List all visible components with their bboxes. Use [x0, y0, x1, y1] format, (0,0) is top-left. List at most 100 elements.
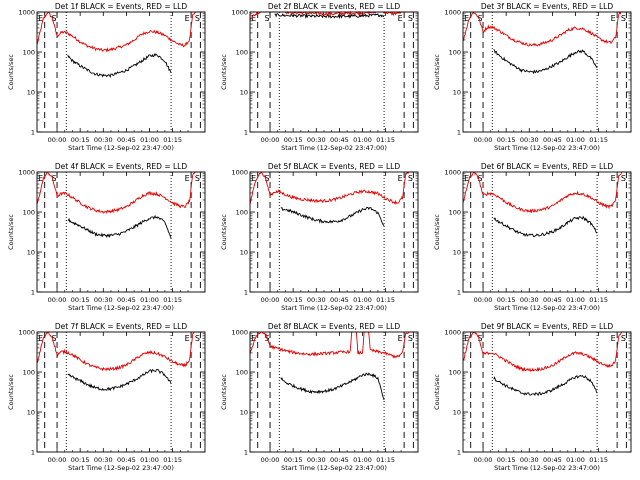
marker-label-s: S	[477, 334, 482, 343]
y-axis-label: Counts/sec	[433, 54, 441, 90]
x-tick-label: 01:00	[566, 456, 585, 464]
y-tick-label: 1	[244, 289, 248, 297]
marker-label-e: E	[251, 334, 256, 343]
chart-panel-5: Det 5f BLACK = Events, RED = LLD Counts/s…	[220, 162, 419, 312]
x-tick-label: 00:00	[261, 136, 280, 144]
series-line-lld	[462, 11, 631, 47]
x-axis-label: Start Time (12-Sep-02 23:47:00)	[68, 464, 174, 472]
y-axis-label: Counts/sec	[433, 214, 441, 250]
chart-title: Det 8f BLACK = Events, RED = LLD	[268, 322, 401, 331]
plot-frame	[462, 331, 632, 453]
marker-label-e: E	[251, 14, 256, 23]
y-tick-label: 100	[236, 49, 248, 57]
y-tick-label: 1	[244, 129, 248, 137]
marker-label-s: S	[477, 174, 482, 183]
y-tick-label: 10	[27, 89, 35, 97]
y-tick-label: 10	[27, 249, 35, 257]
y-tick-label: 1	[457, 129, 461, 137]
chart-title: Det 9f BLACK = Events, RED = LLD	[481, 322, 614, 331]
marker-label-e: E	[38, 174, 43, 183]
marker-label-e: E	[251, 174, 256, 183]
chart-panel-7: Det 7f BLACK = Events, RED = LLD Counts/s…	[7, 322, 206, 472]
plot-frame	[249, 11, 419, 133]
y-tick-label: 10	[27, 409, 35, 417]
x-tick-label: 00:15	[284, 296, 303, 304]
chart-panel-6: Det 6f BLACK = Events, RED = LLD Counts/s…	[433, 162, 632, 312]
x-tick-label: 00:15	[71, 296, 90, 304]
series-line-lld	[249, 331, 418, 359]
series-line-lld	[249, 171, 418, 205]
x-tick-label: 00:30	[94, 136, 113, 144]
y-tick-label: 100	[23, 369, 35, 377]
x-tick-label: 00:00	[474, 136, 493, 144]
x-tick-label: 01:15	[163, 296, 182, 304]
x-tick-label: 00:00	[261, 296, 280, 304]
y-axis-label: Counts/sec	[7, 54, 15, 90]
x-tick-label: 01:00	[566, 296, 585, 304]
x-tick-label: 01:15	[589, 296, 608, 304]
y-axis-label: Counts/sec	[220, 214, 228, 250]
marker-label-s: S	[264, 174, 269, 183]
plot-frame	[462, 171, 632, 293]
y-tick-label: 1000	[18, 169, 35, 177]
y-axis-label: Counts/sec	[220, 374, 228, 410]
x-tick-label: 00:15	[71, 456, 90, 464]
series-line-events	[67, 214, 172, 239]
x-tick-label: 00:45	[117, 296, 136, 304]
y-tick-label: 1	[457, 449, 461, 457]
x-tick-label: 01:00	[353, 456, 372, 464]
marker-label-s: S	[621, 174, 626, 183]
series-line-lld	[462, 171, 631, 214]
marker-label-s: S	[195, 14, 200, 23]
y-tick-label: 100	[449, 369, 461, 377]
plot-frame	[36, 171, 206, 293]
chart-panel-3: Det 3f BLACK = Events, RED = LLD Counts/s…	[433, 2, 632, 152]
plot-frame	[462, 11, 632, 133]
x-axis-label: Start Time (12-Sep-02 23:47:00)	[281, 144, 387, 152]
x-tick-label: 01:00	[566, 136, 585, 144]
x-tick-label: 00:30	[520, 136, 539, 144]
marker-label-s: S	[408, 334, 413, 343]
y-tick-label: 100	[23, 209, 35, 217]
x-tick-label: 00:30	[520, 456, 539, 464]
y-tick-label: 1	[31, 129, 35, 137]
y-tick-label: 1000	[444, 169, 461, 177]
marker-label-s: S	[195, 174, 200, 183]
y-axis-label: Counts/sec	[7, 374, 15, 410]
x-axis-label: Start Time (12-Sep-02 23:47:00)	[494, 144, 600, 152]
x-tick-label: 00:45	[117, 136, 136, 144]
x-tick-label: 00:15	[284, 456, 303, 464]
marker-label-e: E	[611, 14, 616, 23]
y-tick-label: 10	[453, 249, 461, 257]
x-axis-label: Start Time (12-Sep-02 23:47:00)	[68, 304, 174, 312]
x-tick-label: 01:00	[353, 296, 372, 304]
x-tick-label: 01:00	[353, 136, 372, 144]
series-line-events	[493, 374, 598, 397]
x-tick-label: 00:00	[48, 136, 67, 144]
x-tick-label: 01:15	[376, 136, 395, 144]
y-tick-label: 1000	[444, 329, 461, 337]
x-tick-label: 00:45	[330, 296, 349, 304]
chart-title: Det 5f BLACK = Events, RED = LLD	[268, 162, 401, 171]
x-axis-label: Start Time (12-Sep-02 23:47:00)	[281, 464, 387, 472]
plot-frame	[249, 171, 419, 293]
chart-panel-4: Det 4f BLACK = Events, RED = LLD Counts/s…	[7, 162, 206, 312]
plot-frame	[36, 11, 206, 133]
x-tick-label: 01:00	[140, 296, 159, 304]
marker-label-s: S	[477, 14, 482, 23]
y-tick-label: 100	[449, 209, 461, 217]
series-line-lld	[36, 331, 205, 372]
y-tick-label: 100	[449, 49, 461, 57]
x-tick-label: 00:30	[94, 296, 113, 304]
y-tick-label: 10	[240, 409, 248, 417]
marker-label-e: E	[398, 334, 403, 343]
x-tick-label: 00:15	[284, 136, 303, 144]
series-line-events	[280, 372, 385, 401]
chart-title: Det 6f BLACK = Events, RED = LLD	[481, 162, 614, 171]
x-tick-label: 00:30	[307, 296, 326, 304]
marker-label-s: S	[408, 14, 413, 23]
y-tick-label: 1000	[18, 329, 35, 337]
y-tick-label: 10	[240, 249, 248, 257]
x-tick-label: 01:00	[140, 456, 159, 464]
